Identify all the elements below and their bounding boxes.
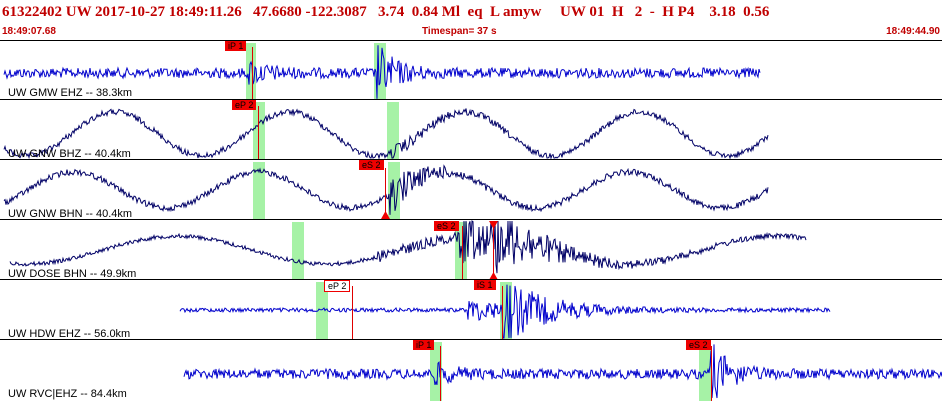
pick-line (352, 286, 353, 340)
pick-arrow-icon (489, 272, 498, 280)
trace-panel-dose[interactable]: eS 2 UW DOSE BHN -- 49.9km (0, 219, 942, 280)
pick-line (440, 346, 441, 401)
phase-window-bar (292, 222, 304, 280)
pick-marker-es2[interactable]: eS 2 (359, 160, 384, 170)
trace-panel-gnw-bhz[interactable]: eP 2 UW GNW BHZ -- 40.4km (0, 99, 942, 160)
pick-marker-ip1[interactable]: iP 1 (413, 340, 435, 350)
pick-marker-ep2[interactable]: eP 2 (232, 100, 257, 110)
pick-marker-ip1[interactable]: iP 1 (225, 41, 247, 51)
pick-marker-es2[interactable]: eS 2 (686, 340, 711, 350)
station-label-hdw: UW HDW EHZ -- 56.0km (8, 328, 131, 340)
trace-panel-rvc[interactable]: iP 1 eS 2 UW RVC|EHZ -- 84.4km (0, 339, 942, 401)
end-time: 18:49:44.90 (886, 26, 940, 37)
waveform-rvc (183, 344, 942, 399)
station-label-gnw-bhz: UW GNW BHZ -- 40.4km (8, 148, 131, 160)
phase-window-bar (253, 102, 265, 160)
pick-arrow-icon (489, 221, 498, 229)
trace-panel-gnw-bhn[interactable]: eS 2 UW GNW BHN -- 40.4km (0, 159, 942, 220)
pick-line (258, 106, 259, 160)
station-label-dose: UW DOSE BHN -- 49.9km (8, 268, 137, 280)
trace-panel-hdw[interactable]: eP 2 iS 1 UW HDW EHZ -- 56.0km (0, 279, 942, 340)
waveform-gmw (3, 45, 761, 99)
phase-window-bar (430, 342, 442, 401)
phase-window-bar (316, 282, 328, 340)
pick-arrow-icon (381, 211, 390, 219)
pick-marker-ep2[interactable]: eP 2 (324, 280, 351, 292)
pick-line (711, 346, 712, 401)
phase-window-bar (253, 162, 265, 220)
pick-line (252, 47, 253, 100)
pick-line (385, 168, 386, 218)
station-label-rvc: UW RVC|EHZ -- 84.4km (8, 388, 127, 400)
waveform-dose (9, 220, 807, 274)
trace-panel-gmw[interactable]: iP 1 UW GMW EHZ -- 38.3km (0, 40, 942, 100)
waveform-hdw (179, 284, 831, 339)
pick-line (462, 226, 463, 280)
station-label-gmw: UW GMW EHZ -- 38.3km (8, 87, 133, 99)
waveform-gnw-bhn (3, 164, 769, 215)
event-summary: 61322402 UW 2017-10-27 18:49:11.26 47.66… (2, 4, 770, 20)
pick-line (493, 226, 494, 280)
waveform-gnw-bhz (3, 108, 769, 160)
header: 61322402 UW 2017-10-27 18:49:11.26 47.66… (0, 0, 942, 40)
pick-line (502, 286, 503, 340)
pick-marker-es2[interactable]: eS 2 (434, 221, 459, 231)
station-label-gnw-bhn: UW GNW BHN -- 40.4km (8, 208, 133, 220)
pick-marker-is1[interactable]: iS 1 (474, 280, 496, 290)
phase-window-bar (246, 43, 256, 100)
start-time: 18:49:07.68 (2, 26, 56, 37)
timespan: Timespan= 37 s (422, 26, 497, 37)
